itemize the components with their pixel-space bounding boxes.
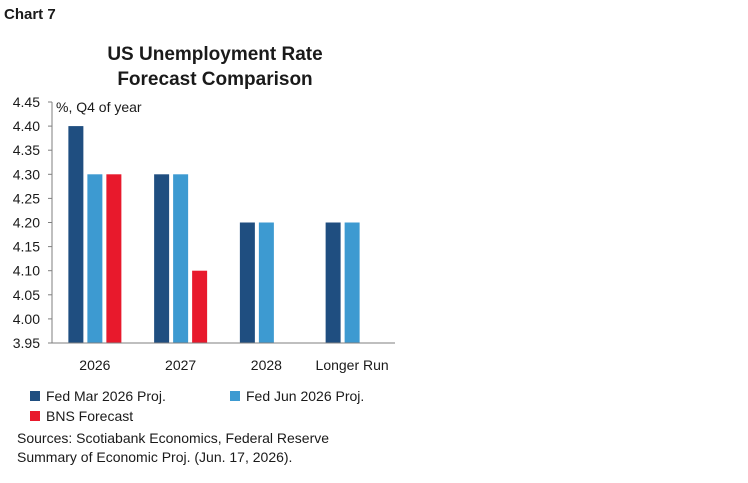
bar-fed-jun-2026-proj--2027 <box>173 174 189 343</box>
bar-bns-forecast-2027 <box>192 270 208 343</box>
legend-item-bns: BNS Forecast <box>30 408 133 424</box>
legend-item-fed-jun: Fed Jun 2026 Proj. <box>230 388 364 404</box>
y-tick-label: 4.45 <box>13 94 40 110</box>
x-tick-label: 2026 <box>79 357 110 373</box>
legend-swatch-bns <box>30 411 40 421</box>
chart-title: US Unemployment Rate Forecast Comparison <box>60 42 370 92</box>
y-tick-label: 4.10 <box>13 263 40 279</box>
legend-item-fed-mar: Fed Mar 2026 Proj. <box>30 388 166 404</box>
y-tick-label: 4.00 <box>13 311 40 327</box>
bar-bns-forecast-2026 <box>106 174 122 343</box>
y-tick-label: 4.25 <box>13 190 40 206</box>
legend-swatch-fed-mar <box>30 391 40 401</box>
chart-title-line-2: Forecast Comparison <box>117 69 313 90</box>
bar-fed-jun-2026-proj--longer-run <box>344 222 360 343</box>
chart-title-line-1: US Unemployment Rate <box>107 44 323 65</box>
y-unit-label: %, Q4 of year <box>56 99 142 115</box>
bar-fed-jun-2026-proj--2026 <box>87 174 103 343</box>
y-tick-label: 4.30 <box>13 166 40 182</box>
x-tick-label: 2028 <box>251 357 282 373</box>
y-tick-label: 4.35 <box>13 142 40 158</box>
y-tick-label: 4.20 <box>13 215 40 231</box>
bar-fed-jun-2026-proj--2028 <box>258 222 274 343</box>
bar-fed-mar-2026-proj--2028 <box>239 222 255 343</box>
bars-group <box>68 126 360 343</box>
y-tick-label: 4.40 <box>13 118 40 134</box>
sources-note: Sources: Scotiabank Economics, Federal R… <box>17 429 329 467</box>
chart-label: Chart 7 <box>4 6 56 23</box>
legend-label-bns: BNS Forecast <box>46 408 134 424</box>
y-tick-label: 4.15 <box>13 239 40 255</box>
legend-swatch-fed-jun <box>230 391 240 401</box>
x-tick-label: 2027 <box>165 357 196 373</box>
bar-fed-mar-2026-proj--2027 <box>154 174 170 343</box>
sources-line-1: Sources: Scotiabank Economics, Federal R… <box>17 430 330 446</box>
legend-label-fed-mar: Fed Mar 2026 Proj. <box>46 388 166 404</box>
sources-line-2: Summary of Economic Proj. (Jun. 17, 2026… <box>17 449 293 465</box>
y-tick-label: 4.05 <box>13 287 40 303</box>
x-tick-label: Longer Run <box>316 357 389 373</box>
legend-label-fed-jun: Fed Jun 2026 Proj. <box>246 388 365 404</box>
axes-group: 3.95 4.00 4.05 4.10 4.15 4.20 4.25 4.30 4.35 4.40… <box>13 94 395 373</box>
y-tick-label: 3.95 <box>13 335 40 351</box>
bar-fed-mar-2026-proj--longer-run <box>325 222 341 343</box>
bar-fed-mar-2026-proj--2026 <box>68 126 84 343</box>
